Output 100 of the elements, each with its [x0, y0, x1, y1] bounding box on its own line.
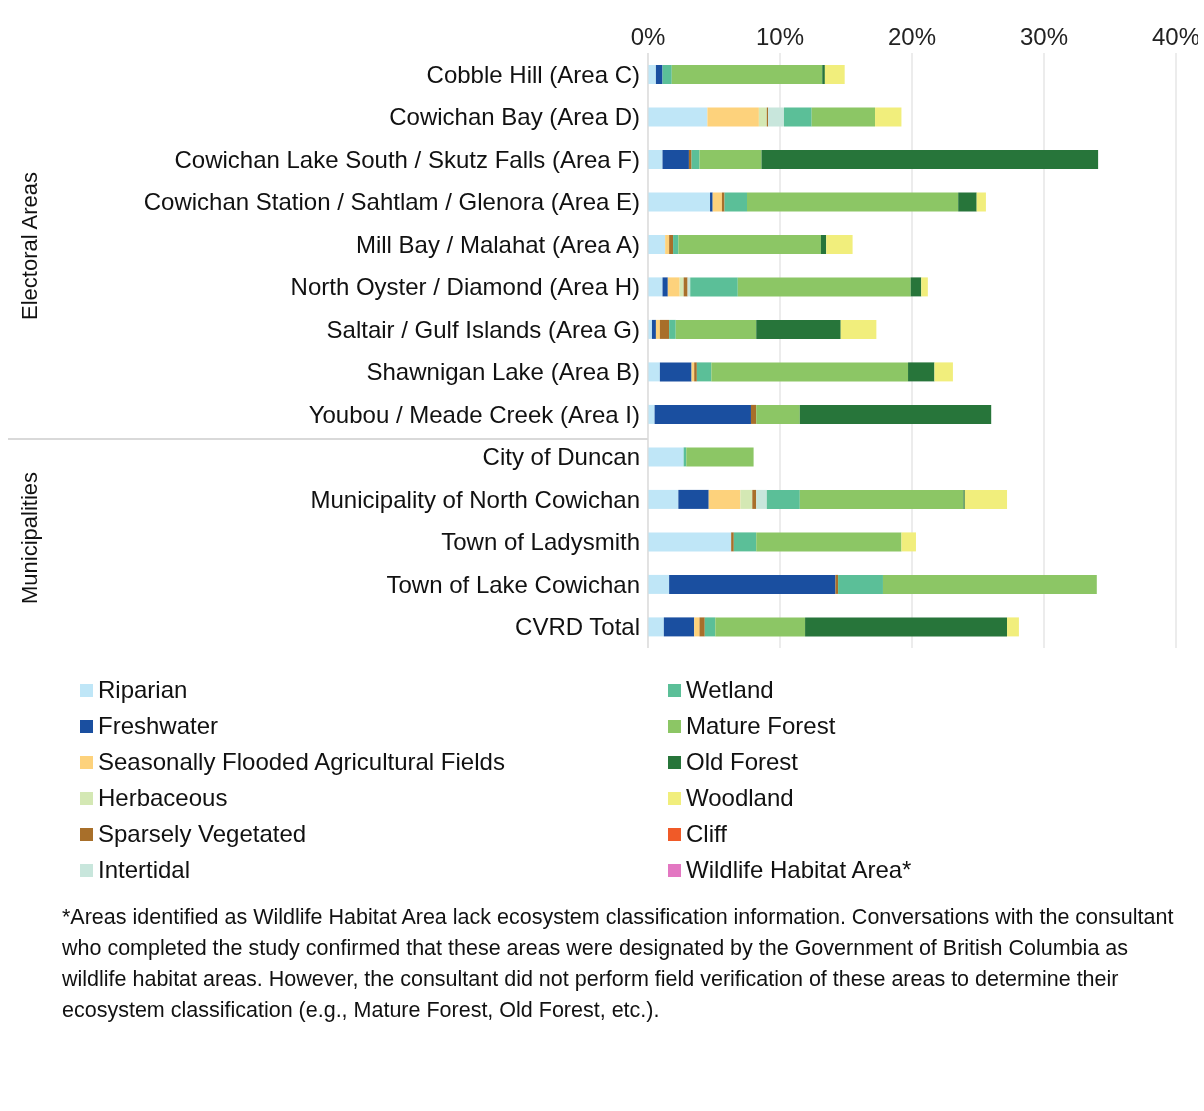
y-tick-label: Cowichan Station / Sahtlam / Glenora (Area E) — [143, 188, 640, 216]
bar — [822, 64, 825, 84]
bar — [901, 532, 916, 552]
x-tick-label: 0% — [630, 23, 666, 50]
x-tick-label: 10% — [755, 23, 805, 50]
bar — [710, 192, 713, 212]
y-tick-label: Cobble Hill (Area C) — [426, 60, 640, 88]
bar — [675, 319, 757, 339]
y-tick-label: North Oyster / Diamond (Area H) — [290, 273, 640, 301]
bar — [910, 277, 922, 297]
bar — [648, 574, 670, 594]
legend-label: Wildlife Habitat Area* — [686, 856, 912, 884]
bar — [740, 489, 753, 509]
bar — [648, 149, 663, 169]
bar — [659, 319, 670, 339]
bar — [747, 192, 959, 212]
bar — [659, 362, 692, 382]
bar — [662, 149, 689, 169]
y-tick-label: Mill Bay / Malahat (Area A) — [355, 230, 640, 258]
bar — [756, 532, 902, 552]
bar — [673, 234, 679, 254]
bar — [921, 277, 928, 297]
bar — [733, 532, 757, 552]
y-tick-label: Shawnigan Lake (Area B) — [366, 358, 640, 386]
y-tick-label: City of Duncan — [482, 443, 640, 471]
bar — [662, 64, 672, 84]
legend-label: Herbaceous — [98, 784, 228, 812]
y-tick-label: Town of Ladysmith — [441, 528, 640, 556]
bar — [712, 192, 722, 212]
bar — [699, 149, 762, 169]
y-tick-label: Youbou / Meade Creek (Area I) — [308, 400, 640, 428]
bar — [799, 404, 992, 424]
bar — [654, 404, 751, 424]
bar — [648, 489, 679, 509]
bar — [908, 362, 935, 382]
bar — [665, 234, 670, 254]
bar — [688, 149, 692, 169]
x-tick-label: 30% — [1019, 23, 1069, 50]
bar — [662, 277, 668, 297]
bar — [934, 362, 953, 382]
legend-label: Old Forest — [686, 748, 799, 776]
y-tick-label: CVRD Total — [515, 613, 640, 641]
bar — [758, 107, 767, 127]
bar — [976, 192, 986, 212]
legend-label: Sparsely Vegetated — [98, 820, 307, 848]
bar — [686, 447, 754, 467]
bar — [1007, 617, 1019, 637]
bar — [768, 107, 784, 127]
bar — [766, 489, 800, 509]
bar — [708, 489, 741, 509]
bar — [669, 574, 836, 594]
bar — [752, 489, 757, 509]
bar — [756, 489, 767, 509]
bar — [648, 277, 663, 297]
bar — [835, 574, 839, 594]
bar — [648, 107, 708, 127]
bar — [648, 404, 655, 424]
y-tick-label: Town of Lake Cowichan — [386, 570, 640, 598]
legend-label: Woodland — [686, 784, 794, 812]
bar — [667, 277, 680, 297]
bar — [838, 574, 883, 594]
bar — [663, 617, 695, 637]
bar — [882, 574, 1097, 594]
bar — [683, 277, 688, 297]
legend-label: Seasonally Flooded Agricultural Fields — [98, 748, 505, 776]
bar — [756, 404, 800, 424]
bar — [669, 319, 676, 339]
bar — [679, 277, 684, 297]
y-tick-label: Municipality of North Cowichan — [310, 485, 640, 513]
bar — [958, 192, 977, 212]
text: Electoral Areas — [17, 171, 43, 320]
bar — [721, 192, 725, 212]
bar — [707, 107, 759, 127]
bar — [678, 234, 821, 254]
bar — [671, 64, 823, 84]
y-tick-label: Cowichan Bay (Area D) — [389, 103, 640, 131]
bar — [648, 617, 664, 637]
bar — [696, 362, 712, 382]
bar — [669, 234, 674, 254]
y-tick-label: Cowichan Lake South / Skutz Falls (Area F) — [174, 145, 640, 173]
bar — [824, 64, 845, 84]
bar — [651, 319, 656, 339]
bar — [711, 362, 909, 382]
bar — [737, 277, 911, 297]
bar — [820, 234, 827, 254]
legend-label: Intertidal — [98, 856, 191, 884]
bar — [756, 319, 841, 339]
legend-label: Cliff — [686, 820, 727, 848]
bar — [811, 107, 876, 127]
bar — [648, 192, 711, 212]
bar — [731, 532, 734, 552]
bar — [826, 234, 853, 254]
text: *Areas identified as Wildlife Habitat Area lack ecosystem classification information. Conversations with the consultant who completed the study confirmed that these areas were designated by the Government of British Columbia as wildlife habitat areas. However, the consultant did not perform field verification of these areas to determine their ecosystem classification (e.g., Mature Forest, Old Forest, etc.). — [62, 904, 1175, 1024]
bar — [724, 192, 747, 212]
legend-label: Freshwater — [98, 712, 219, 740]
bar — [750, 404, 757, 424]
legend-label: Wetland — [686, 676, 774, 704]
bar — [783, 107, 812, 127]
bar — [655, 319, 660, 339]
legend-label: Mature Forest — [686, 712, 836, 740]
